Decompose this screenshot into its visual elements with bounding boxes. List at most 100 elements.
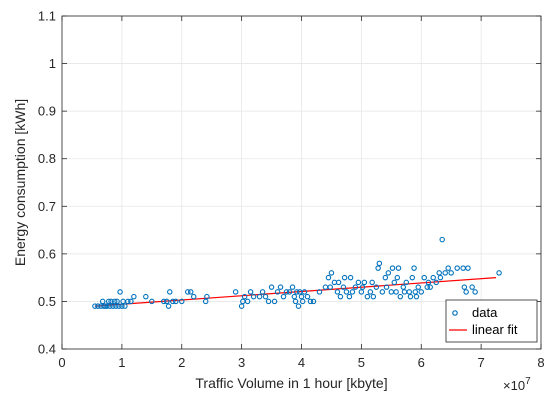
- data-point: [143, 293, 149, 300]
- data-point: [394, 274, 401, 281]
- data-point: [454, 265, 460, 271]
- data-point: [397, 293, 404, 300]
- data-point: [415, 284, 422, 290]
- data-point: [291, 293, 298, 300]
- data-points-layer: [92, 236, 502, 309]
- data-point: [283, 289, 290, 295]
- data-point: [406, 289, 413, 295]
- data-point: [190, 293, 197, 300]
- data-point: [334, 289, 341, 295]
- legend-label-data: data: [472, 305, 498, 320]
- data-point: [349, 289, 356, 295]
- data-point: [92, 303, 98, 309]
- data-point: [164, 298, 170, 305]
- data-point: [369, 279, 375, 286]
- data-point: [299, 298, 306, 305]
- data-point: [280, 293, 287, 300]
- data-point: [393, 289, 399, 295]
- data-point: [111, 298, 118, 305]
- data-point: [107, 303, 113, 309]
- data-point: [108, 298, 114, 305]
- data-point: [292, 298, 299, 305]
- data-point: [170, 298, 176, 305]
- data-point: [364, 293, 371, 300]
- data-point: [298, 293, 305, 300]
- data-point: [289, 284, 296, 290]
- data-point: [119, 303, 125, 309]
- data-point: [232, 289, 239, 295]
- data-point: [310, 298, 317, 305]
- data-point: [250, 293, 257, 300]
- data-point: [425, 279, 432, 286]
- x-tick-label: 4: [298, 355, 305, 370]
- y-tick-label: 0.4: [38, 342, 56, 357]
- data-point: [400, 284, 407, 290]
- data-point: [437, 274, 444, 281]
- data-point: [202, 298, 209, 305]
- legend-label-fit: linear fit: [472, 322, 518, 337]
- data-point: [184, 289, 191, 295]
- data-point: [385, 270, 392, 276]
- y-tick-label: 0.5: [38, 294, 56, 309]
- x-axis-exponent-base: ×10: [503, 378, 525, 393]
- legend: data linear fit: [445, 299, 538, 343]
- data-point: [262, 293, 269, 300]
- data-point: [496, 270, 502, 276]
- data-point: [340, 284, 347, 290]
- data-point: [448, 270, 454, 276]
- y-axis-label: Energy consumption [kWh]: [12, 99, 28, 266]
- y-tick-label: 1: [49, 56, 56, 71]
- data-point: [427, 284, 433, 290]
- x-tick-label: 2: [178, 355, 185, 370]
- x-tick-label: 1: [118, 355, 125, 370]
- data-point: [117, 289, 123, 295]
- data-point: [375, 265, 381, 271]
- data-point: [389, 265, 396, 271]
- data-point: [411, 265, 417, 271]
- data-point: [165, 303, 172, 309]
- data-point: [341, 274, 348, 281]
- data-point: [395, 265, 402, 271]
- data-point: [167, 289, 173, 295]
- data-point: [418, 289, 424, 295]
- data-point: [421, 274, 427, 281]
- x-tick-labels: 0 1 2 3 4 5 6 7 8: [58, 355, 544, 370]
- data-point: [465, 265, 471, 271]
- data-point: [128, 298, 134, 305]
- data-point: [293, 289, 300, 295]
- data-point: [114, 298, 120, 305]
- data-point: [379, 289, 386, 295]
- data-point: [409, 274, 416, 281]
- data-point: [328, 270, 335, 276]
- data-point: [463, 289, 469, 295]
- data-point: [383, 284, 390, 290]
- data-point: [376, 260, 383, 267]
- data-point: [238, 303, 245, 309]
- data-point: [110, 303, 116, 309]
- data-point: [373, 284, 380, 290]
- x-tick-label: 5: [358, 355, 365, 370]
- x-tick-label: 0: [58, 355, 65, 370]
- data-point: [352, 284, 359, 290]
- data-point: [325, 274, 332, 281]
- data-point: [412, 289, 419, 295]
- data-point: [149, 298, 155, 305]
- data-point: [295, 303, 302, 309]
- x-tick-label: 6: [418, 355, 425, 370]
- x-tick-label: 8: [537, 355, 544, 370]
- data-point: [113, 303, 119, 309]
- y-tick-label: 0.6: [38, 246, 56, 261]
- data-point: [407, 293, 414, 300]
- data-point: [268, 284, 275, 290]
- data-point: [359, 284, 366, 290]
- data-point: [256, 293, 263, 300]
- data-point: [161, 298, 167, 305]
- data-point: [327, 284, 333, 290]
- data-point: [382, 274, 389, 281]
- x-tick-label: 3: [238, 355, 245, 370]
- data-point: [274, 289, 281, 295]
- data-point: [131, 293, 137, 300]
- data-point: [439, 236, 445, 243]
- axis-ticks: [61, 15, 542, 350]
